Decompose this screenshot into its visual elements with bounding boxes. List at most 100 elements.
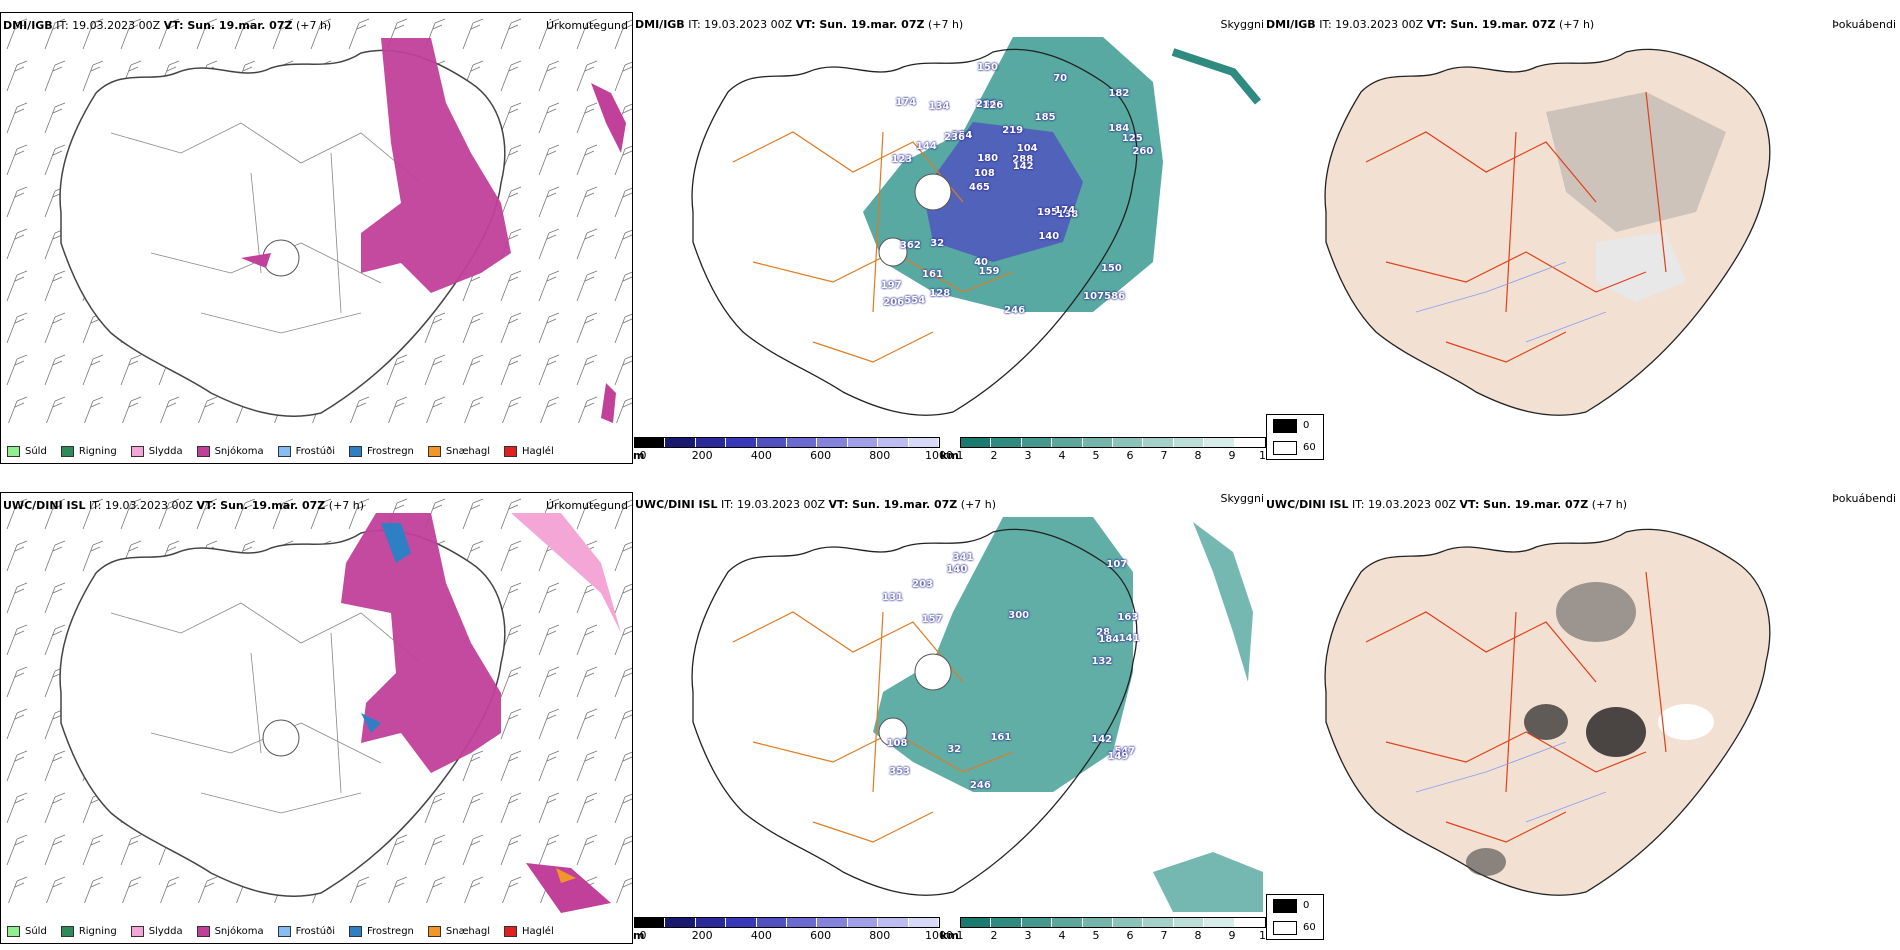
colorbar-cell <box>1173 438 1205 447</box>
fog-map-top <box>1324 48 1771 416</box>
ceiling-value-label: 144 <box>915 141 937 153</box>
legend-label: Snæhagl <box>445 926 491 937</box>
vt-label: VT: Sun. 19.mar. 07Z <box>795 18 925 31</box>
ceiling-value-label: 140 <box>946 563 968 575</box>
ceiling-value-label: 132 <box>1091 655 1113 667</box>
colorbar-tick: 1000 <box>925 449 953 462</box>
colorbar-tick: 5 <box>1092 449 1100 462</box>
legend-label: Frostúði <box>295 446 335 457</box>
it-label: IT: <box>1319 18 1332 31</box>
ceiling-value-label: 140 <box>1038 230 1060 242</box>
legend-swatch <box>60 926 74 937</box>
fog-legend-swatch <box>1273 899 1297 913</box>
ceiling-value-label: 180 <box>977 153 999 165</box>
colorbar-tick: 800 <box>869 929 891 942</box>
ceiling-value-label: 195 <box>1037 207 1058 219</box>
precip-type-panel-top: DMI/IGB IT: 19.03.2023 00Z VT: Sun. 19.m… <box>0 12 633 464</box>
model-name: UWC/DINI ISL <box>3 499 86 512</box>
lead-time: (+7 h) <box>328 499 365 512</box>
legend-item: Slydda <box>130 446 183 457</box>
legend-label: Súld <box>25 926 47 937</box>
colorbar-tick: 3 <box>1024 929 1032 942</box>
ceiling-value-label: 554 <box>904 295 926 307</box>
ceiling-value-label: 203 <box>912 579 934 591</box>
precip-map-top <box>1 13 632 423</box>
colorbar-tick: 3 <box>1024 449 1032 462</box>
ceiling-value-label: 104 <box>1016 143 1038 155</box>
ceiling-value-label: 260 <box>1132 146 1154 158</box>
visibility-tick-labels: 12345678910 <box>957 929 1274 942</box>
legend-swatch <box>349 926 362 937</box>
ceiling-value-label: 174 <box>895 97 917 109</box>
fog-legend-label: 0 <box>1303 900 1310 911</box>
colorbar-cell <box>1082 918 1114 927</box>
colorbar-cell <box>1052 438 1083 447</box>
fog-legend-swatch <box>1273 441 1297 455</box>
colorbar-cell <box>665 438 696 447</box>
colorbar-tick: 5 <box>1092 929 1100 942</box>
it-value: 19.03.2023 00Z <box>1368 498 1457 511</box>
legend-item: Rigning <box>60 446 117 457</box>
model-name: DMI/IGB <box>1266 18 1316 31</box>
legend-swatch <box>427 446 441 457</box>
colorbar-cell <box>1173 918 1205 927</box>
it-label: IT: <box>56 19 69 32</box>
legend-swatch <box>60 446 74 457</box>
panel-header: UWC/DINI ISL IT: 19.03.2023 00Z VT: Sun.… <box>3 499 364 512</box>
param-title: Þokuábendi <box>1832 18 1896 31</box>
colorbar-cell <box>1021 918 1053 927</box>
lead-time: (+7 h) <box>960 498 997 511</box>
param-title: Skyggni <box>1220 18 1264 31</box>
legend-swatch <box>504 926 518 937</box>
colorbar-cell <box>635 438 666 447</box>
legend-item: Rigning <box>60 926 117 937</box>
legend-item: Súld <box>7 446 47 457</box>
ceiling-value-label: 547 <box>1114 745 1136 757</box>
ceiling-value-label: 125 <box>1121 132 1143 144</box>
visibility-tick-labels: 12345678910 <box>957 449 1274 462</box>
ceiling-value-label: 246 <box>1004 305 1026 317</box>
visibility-map-top <box>691 37 1262 416</box>
ceiling-value-label: 40 <box>974 256 989 268</box>
visibility-unit: km <box>940 929 959 942</box>
vt-label: VT: Sun. 19.mar. 07Z <box>1459 498 1589 511</box>
fog-legend-swatch <box>1273 921 1297 935</box>
colorbar-tick: 0 <box>639 929 647 942</box>
visibility-map-bottom <box>691 517 1263 912</box>
it-value: 19.03.2023 00Z <box>704 18 793 31</box>
ceiling-value-label: 184 <box>1098 633 1120 645</box>
ceiling-value-label: 128 <box>929 287 951 299</box>
legend-item: Frostregn <box>349 926 414 937</box>
precip-map-bottom <box>1 493 632 913</box>
ceiling-value-label: 150 <box>1100 262 1122 274</box>
colorbar-cell <box>878 918 909 927</box>
colorbar-tick: 1000 <box>925 929 953 942</box>
ceiling-value-label: 184 <box>1108 123 1130 135</box>
colorbar-cell <box>695 438 727 447</box>
colorbar-cell <box>817 918 848 927</box>
ceiling-value-label: 219 <box>1002 124 1024 136</box>
panel-header: DMI/IGB IT: 19.03.2023 00Z VT: Sun. 19.m… <box>1266 18 1594 31</box>
colorbar-tick: 2 <box>990 929 998 942</box>
ceiling-value-label: 163 <box>1117 611 1139 623</box>
ceiling-value-label: 362 <box>899 239 921 251</box>
fog-legend-label: 60 <box>1303 922 1316 933</box>
lead-time: (+7 h) <box>1591 498 1628 511</box>
colorbar-tick: 9 <box>1228 449 1236 462</box>
legend-swatch <box>196 926 210 937</box>
legend-label: Súld <box>25 446 47 457</box>
colorbar-cell <box>756 918 788 927</box>
colorbar-tick: 9 <box>1228 929 1236 942</box>
model-name: DMI/IGB <box>3 19 53 32</box>
colorbar-cell <box>961 918 992 927</box>
colorbar-cell <box>991 438 1022 447</box>
legend-item: Frostúði <box>277 926 335 937</box>
colorbar-cell <box>1234 438 1266 447</box>
colorbar-cell <box>1113 918 1144 927</box>
legend-item: Snjókoma <box>196 926 264 937</box>
ceiling-value-label: 161 <box>922 268 943 280</box>
legend-label: Snjókoma <box>214 446 264 457</box>
colorbar-tick: 400 <box>750 929 772 942</box>
precip-type-panel-bottom: UWC/DINI ISL IT: 19.03.2023 00Z VT: Sun.… <box>0 492 633 944</box>
legend-label: Frostregn <box>367 926 414 937</box>
